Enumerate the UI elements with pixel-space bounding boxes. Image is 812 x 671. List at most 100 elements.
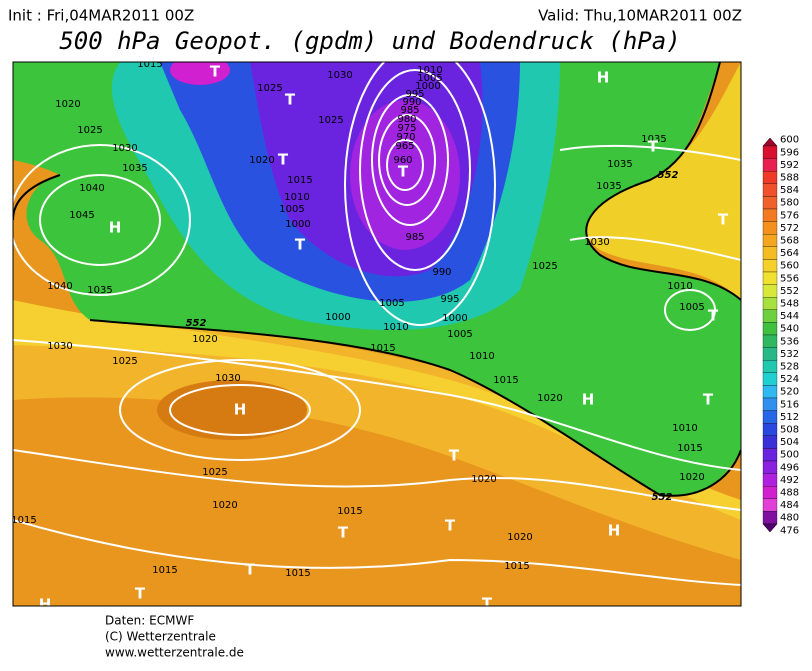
pressure-system: H [597, 69, 610, 87]
isobar-label: 1000 [442, 313, 467, 324]
colorbar-swatch [762, 360, 778, 373]
isobar-label: 1005 [417, 73, 442, 84]
colorbar-label: 548 [780, 299, 799, 310]
isobar-label: 995 [405, 89, 424, 100]
colorbar-swatch [762, 246, 778, 260]
colorbar-swatch [762, 221, 778, 235]
colorbar-swatch [762, 271, 778, 285]
colorbar-cap-bottom [762, 523, 778, 533]
isobar-label: 980 [397, 114, 416, 125]
colorbar-swatch [762, 171, 778, 184]
isobar-label: 1040 [47, 281, 72, 292]
pressure-system: T [718, 211, 729, 229]
colorbar-label: 500 [780, 450, 799, 461]
pressure-system: H [234, 401, 247, 419]
colorbar-label: 512 [780, 412, 799, 423]
isobar-label: 1010 [417, 65, 442, 76]
colorbar-swatch [762, 196, 778, 210]
colorbar-label: 496 [780, 462, 799, 473]
colorbar-label: 552 [780, 286, 799, 297]
yellow-east [560, 62, 741, 300]
isobar-label: 985 [405, 232, 424, 243]
colorbar-label: 524 [780, 374, 799, 385]
contour-label: 552 [186, 318, 207, 329]
colorbar-label: 488 [780, 488, 799, 499]
valid-time: Valid: Thu,10MAR2011 00Z [538, 7, 742, 25]
isobar-label: 1015 [370, 343, 395, 354]
colorbar-swatch [762, 498, 778, 512]
pressure-system: T [135, 585, 146, 603]
isobar-label: 1020 [679, 472, 704, 483]
isobar-label: 1015 [287, 175, 312, 186]
pressure-system: H [608, 522, 621, 540]
colorbar-swatch [762, 234, 778, 247]
colorbar-swatch [762, 473, 778, 487]
isobar-label: 1025 [112, 356, 137, 367]
colorbar-label: 540 [780, 324, 799, 335]
colorbar-label: 568 [780, 236, 799, 247]
isobar-label: 970 [396, 132, 415, 143]
isobar-label: 1025 [532, 261, 557, 272]
colorbar-label: 508 [780, 425, 799, 436]
colorbar-swatch [762, 435, 778, 449]
isobar-label: 1035 [87, 285, 112, 296]
colorbar-swatch [762, 423, 778, 436]
colorbar-label: 480 [780, 513, 799, 524]
pressure-system: H [582, 391, 595, 409]
isobar-label: 1020 [192, 334, 217, 345]
pressure-system: T [338, 524, 349, 542]
isobar-label: 965 [395, 141, 414, 152]
yellow-band [13, 300, 741, 520]
pressure-system: T [482, 595, 493, 613]
pressure-system: T [449, 447, 460, 465]
isobar-label: 1015 [493, 375, 518, 386]
isobar-label: 1010 [469, 351, 494, 362]
pressure-system: T [210, 63, 221, 81]
isobar-label: 1020 [249, 155, 274, 166]
map-frame [12, 61, 742, 607]
colorbar-label: 560 [780, 261, 799, 272]
colorbar-swatch [762, 284, 778, 298]
colorbar-label: 520 [780, 387, 799, 398]
isobar-label: 1030 [215, 373, 240, 384]
isobar-label: 1045 [69, 210, 94, 221]
colorbar-label: 476 [780, 525, 799, 536]
isobar-label: 1020 [55, 99, 80, 110]
colorbar-label: 556 [780, 273, 799, 284]
isobar-label: 1005 [279, 204, 304, 215]
pressure-system: T [398, 163, 409, 181]
colorbar-label: 564 [780, 248, 799, 259]
colorbar-label: 492 [780, 475, 799, 486]
colorbar-swatch [762, 183, 778, 197]
colorbar-swatch [762, 511, 778, 525]
isobar-label: 1035 [122, 163, 147, 174]
isobar-label: 1005 [447, 329, 472, 340]
colorbar-label: 588 [780, 173, 799, 184]
map-title: 500 hPa Geopot. (gpdm) und Bodendruck (h… [59, 27, 680, 55]
isobar-label: 1015 [337, 506, 362, 517]
colorbar-swatch [762, 460, 778, 474]
footer-url: www.wetterzentrale.de [105, 646, 244, 660]
pressure-system: T [285, 91, 296, 109]
colorbar-swatch [762, 347, 778, 361]
isobar-label: 1020 [507, 532, 532, 543]
isobar-label: 1025 [318, 115, 343, 126]
isobar-label: 1010 [672, 423, 697, 434]
isobar-label: 1040 [79, 183, 104, 194]
colorbar-label: 544 [780, 311, 799, 322]
isobar-label: 1030 [327, 70, 352, 81]
isobar-label: 1005 [379, 298, 404, 309]
footer-copyright: (C) Wetterzentrale [105, 630, 216, 644]
colorbar-swatch [762, 385, 778, 399]
isobar-label: 1030 [584, 237, 609, 248]
warm-core [157, 380, 307, 440]
isobar-label: 1025 [257, 83, 282, 94]
magenta-core [170, 62, 230, 85]
colorbar-label: 592 [780, 160, 799, 171]
colorbar-cap-top [762, 137, 778, 147]
isobar-label: 1015 [11, 515, 36, 526]
colorbar-label: 536 [780, 336, 799, 347]
contour-label: 552 [652, 492, 673, 503]
colorbar-swatch [762, 145, 778, 159]
pressure-system: T [278, 151, 289, 169]
